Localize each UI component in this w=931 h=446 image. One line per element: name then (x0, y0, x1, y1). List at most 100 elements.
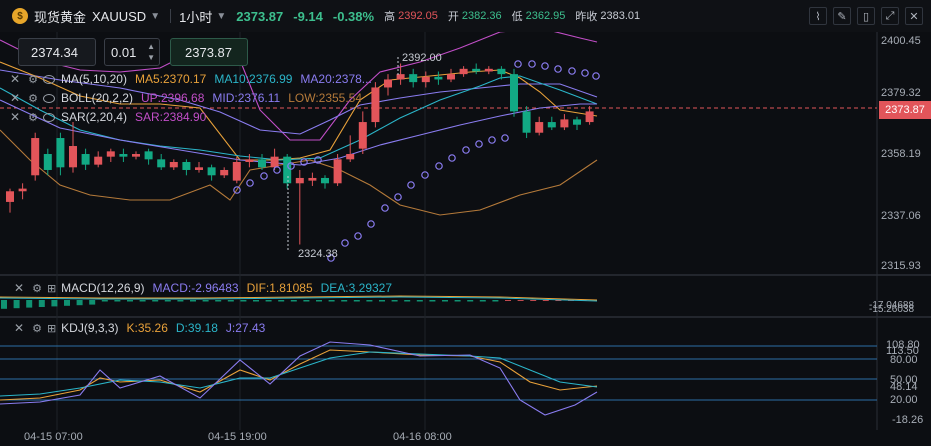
macd-name: MACD(12,26,9) (61, 281, 145, 295)
sell-price-button[interactable]: 2374.34 (18, 38, 96, 66)
remove-indicator-icon[interactable]: ✕ (10, 91, 21, 105)
lot-stepper-icon[interactable]: ▲ ▼ (147, 42, 155, 62)
macd-bar (202, 300, 209, 302)
timeframe-select[interactable]: 1小时 (179, 9, 213, 25)
remove-indicator-icon[interactable]: ✕ (10, 110, 21, 124)
screenshot-icon[interactable]: ▯ (857, 7, 875, 25)
timeframe-dropdown-icon[interactable]: ▼ (216, 10, 227, 22)
macd-bar (429, 300, 436, 302)
trend-icon[interactable]: ⌇ (809, 7, 827, 25)
candle-body (195, 167, 203, 170)
low-value: 2362.95 (525, 10, 566, 22)
time-axis-label: 04-15 07:00 (24, 431, 83, 443)
sar-dot (394, 193, 402, 201)
symbol-dropdown-icon[interactable]: ▼ (150, 10, 161, 22)
macd-axis-label: -17.04688 (869, 300, 915, 311)
macd-bar (227, 300, 234, 302)
macd-bar (303, 300, 310, 302)
sar-dot (273, 166, 281, 174)
sar-dot (475, 140, 483, 148)
candle-body (510, 74, 518, 112)
macd-bar (164, 300, 171, 302)
candle-body (409, 74, 418, 83)
draw-icon[interactable]: ✎ (833, 7, 851, 25)
candle-body (207, 167, 216, 176)
candle-body (119, 154, 128, 157)
visibility-icon[interactable] (42, 74, 55, 84)
expand-icon[interactable]: ⤢ (881, 7, 899, 25)
candle-body (6, 191, 14, 202)
header-bar: $ 现货黄金 XAUUSD ▼ 1小时 ▼ 2373.87 -9.14 -0.3… (0, 0, 931, 32)
k-line (0, 349, 598, 401)
sar-dot (341, 239, 349, 247)
price-axis-label: 2315.93 (881, 260, 921, 272)
remove-indicator-icon[interactable]: ✕ (10, 72, 21, 86)
sar-dot (554, 65, 562, 73)
settings-icon[interactable]: ⚙ (28, 111, 38, 124)
add-indicator-icon[interactable]: ⊞ (46, 322, 57, 335)
buy-price-button[interactable]: 2373.87 (170, 38, 248, 66)
sar-dot (246, 179, 254, 187)
macd-bar (240, 300, 247, 302)
candle-body (522, 111, 531, 133)
candle-body (535, 122, 544, 133)
macd-bar (492, 300, 499, 302)
candle-body (157, 159, 166, 168)
symbol-code[interactable]: XAUUSD (92, 8, 147, 24)
macd-bar (542, 300, 549, 301)
candle-body (384, 79, 392, 88)
candle-body (56, 138, 65, 168)
candle-body (220, 169, 229, 176)
settings-icon[interactable]: ⚙ (32, 282, 42, 295)
boll-legend: ✕ ⚙ BOLL(20,2,2) UP:2396.68 MID:2376.11 … (10, 91, 362, 105)
remove-indicator-icon[interactable]: ✕ (14, 281, 25, 295)
visibility-icon[interactable] (42, 112, 55, 122)
sar-dot (528, 60, 536, 68)
high-value: 2392.05 (398, 10, 438, 22)
sar-dot (260, 172, 268, 180)
macd-bar (404, 300, 411, 302)
price-axis-label: 2358.19 (881, 148, 921, 160)
macd-bar (555, 300, 562, 301)
sar-dot (407, 181, 415, 189)
lot-size-input[interactable]: 0.01 ▲ ▼ (104, 38, 160, 66)
dif-line (0, 295, 598, 301)
remove-indicator-icon[interactable]: ✕ (14, 321, 25, 335)
candle-body (245, 159, 254, 162)
visibility-icon[interactable] (42, 93, 55, 103)
sar-name: SAR(2,20,4) (60, 110, 127, 124)
macd-bar (101, 300, 108, 302)
ma20-value: MA20:2378... (300, 72, 372, 86)
d-value: D:39.18 (175, 321, 218, 335)
price-chart[interactable] (0, 32, 931, 446)
macd-bar (265, 300, 272, 302)
candle-body (232, 161, 241, 181)
symbol-name[interactable]: 现货黄金 (34, 9, 87, 25)
candle-body (434, 76, 443, 80)
macd-bar (253, 300, 259, 302)
macd-bar (64, 300, 70, 306)
boll-name: BOLL(20,2,2) (60, 91, 133, 105)
low-marker-label: 2324.38 (298, 248, 338, 260)
candle-body (560, 119, 569, 128)
ma20-line (0, 99, 597, 166)
settings-icon[interactable]: ⚙ (28, 73, 38, 86)
settings-icon[interactable]: ⚙ (32, 322, 42, 335)
prev-close-value: 2383.01 (600, 10, 641, 22)
dif-value: DIF:1.81085 (246, 281, 313, 295)
k-value: K:35.26 (126, 321, 168, 335)
settings-icon[interactable]: ⚙ (28, 92, 38, 105)
ma-name: MA(5,10,20) (60, 72, 127, 86)
ma5-line (0, 61, 598, 161)
boll-up-value: UP:2396.68 (140, 91, 205, 105)
close-icon[interactable]: ✕ (905, 7, 923, 25)
candle-body (333, 159, 342, 184)
add-indicator-icon[interactable]: ⊞ (46, 282, 57, 295)
candle-body (31, 138, 40, 176)
sar-dot (568, 67, 576, 75)
boll-upper-line (0, 32, 598, 141)
macd-legend: ✕ ⚙ ⊞ MACD(12,26,9) MACD:-2.96483 DIF:1.… (14, 281, 392, 295)
candle-body (573, 119, 581, 125)
gold-logo-icon: $ (12, 8, 28, 24)
macd-bar (366, 300, 373, 302)
